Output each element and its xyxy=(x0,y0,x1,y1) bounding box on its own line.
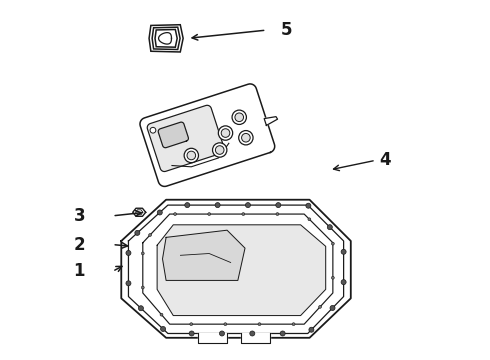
Circle shape xyxy=(208,213,211,216)
Circle shape xyxy=(138,306,144,311)
Circle shape xyxy=(239,131,253,145)
Circle shape xyxy=(141,252,144,255)
Polygon shape xyxy=(158,122,189,148)
Text: 3: 3 xyxy=(74,207,85,225)
Circle shape xyxy=(221,129,230,138)
Circle shape xyxy=(250,331,255,336)
Circle shape xyxy=(258,323,261,325)
Circle shape xyxy=(341,280,346,285)
Text: 1: 1 xyxy=(74,262,85,280)
Circle shape xyxy=(126,281,131,286)
Circle shape xyxy=(185,203,190,208)
Text: 4: 4 xyxy=(379,151,391,169)
Circle shape xyxy=(150,127,156,133)
Polygon shape xyxy=(159,33,171,44)
Circle shape xyxy=(331,242,334,245)
Circle shape xyxy=(308,218,311,221)
Circle shape xyxy=(242,134,250,142)
Circle shape xyxy=(184,148,198,163)
Polygon shape xyxy=(163,230,245,280)
Circle shape xyxy=(135,230,140,235)
Circle shape xyxy=(276,213,279,216)
Circle shape xyxy=(215,203,220,208)
Circle shape xyxy=(280,331,285,336)
Circle shape xyxy=(235,113,244,122)
Circle shape xyxy=(232,110,246,125)
Polygon shape xyxy=(242,333,270,343)
Circle shape xyxy=(216,146,224,154)
Circle shape xyxy=(341,249,346,254)
Circle shape xyxy=(245,203,250,208)
Circle shape xyxy=(306,203,311,208)
Circle shape xyxy=(331,276,334,279)
Polygon shape xyxy=(133,208,146,216)
Circle shape xyxy=(276,203,281,208)
Text: 2: 2 xyxy=(74,235,85,253)
Circle shape xyxy=(220,331,224,336)
Circle shape xyxy=(242,213,245,216)
Circle shape xyxy=(157,210,162,215)
Circle shape xyxy=(148,234,151,237)
Circle shape xyxy=(309,327,314,332)
Circle shape xyxy=(318,305,321,308)
Polygon shape xyxy=(155,30,177,47)
Circle shape xyxy=(187,151,196,160)
Circle shape xyxy=(213,143,227,157)
Polygon shape xyxy=(264,117,277,125)
Text: 5: 5 xyxy=(281,21,293,39)
Circle shape xyxy=(292,323,295,325)
Circle shape xyxy=(189,331,194,336)
Circle shape xyxy=(190,323,193,325)
Circle shape xyxy=(173,213,176,216)
Circle shape xyxy=(327,225,332,230)
Circle shape xyxy=(219,126,233,140)
Circle shape xyxy=(224,323,227,325)
Circle shape xyxy=(330,305,335,310)
Circle shape xyxy=(126,251,131,256)
Circle shape xyxy=(141,286,144,289)
Polygon shape xyxy=(122,200,351,338)
Polygon shape xyxy=(140,84,275,186)
Circle shape xyxy=(161,327,166,332)
Circle shape xyxy=(160,313,163,316)
Polygon shape xyxy=(157,225,326,316)
Polygon shape xyxy=(198,333,227,343)
Polygon shape xyxy=(147,105,224,171)
